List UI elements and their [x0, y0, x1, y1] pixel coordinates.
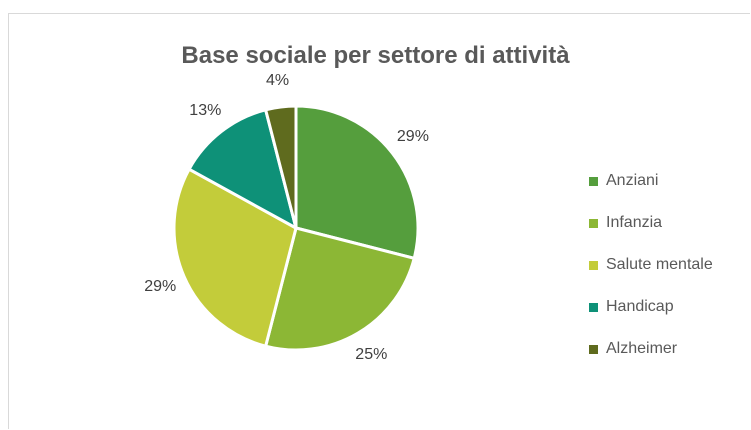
pie-slice-handicap: [187, 108, 298, 230]
legend-swatch: [589, 176, 598, 186]
pie-slice-anziani: [294, 104, 420, 260]
pie-slice-infanzia: [264, 226, 416, 352]
legend-label: Anziani: [606, 172, 659, 189]
chart-area: [8, 13, 750, 429]
pie-slice-alzheimer: [264, 104, 298, 230]
legend-label: Salute mentale: [606, 256, 713, 273]
legend-swatch: [589, 302, 598, 312]
data-label-handicap: 13%: [189, 102, 222, 120]
legend-item-salute-mentale: Salute mentale: [589, 244, 713, 286]
chart-title: Base sociale per settore di attività: [181, 42, 570, 69]
legend-label: Alzheimer: [606, 340, 678, 357]
legend-item-anziani: Anziani: [589, 160, 713, 202]
pie-slice-salute-mentale: [172, 167, 298, 348]
data-label-anziani: 29%: [396, 128, 429, 146]
legend-label: Infanzia: [606, 214, 663, 231]
data-label-infanzia: 25%: [355, 346, 388, 364]
legend-item-alzheimer: Alzheimer: [589, 328, 713, 370]
legend: Anziani Infanzia Salute mentale Handicap Alz…: [589, 160, 713, 370]
data-label-salute-mentale: 29%: [144, 277, 177, 295]
legend-swatch: [589, 218, 598, 228]
legend-item-handicap: Handicap: [589, 286, 713, 328]
legend-item-infanzia: Infanzia: [589, 202, 713, 244]
data-label-alzheimer: 4%: [266, 72, 290, 90]
legend-swatch: [589, 344, 598, 354]
legend-label: Handicap: [606, 298, 674, 315]
legend-swatch: [589, 260, 598, 270]
